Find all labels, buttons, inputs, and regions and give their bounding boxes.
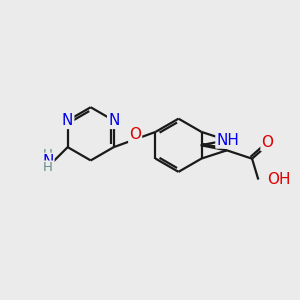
Text: O: O — [129, 128, 141, 142]
Text: NH: NH — [216, 133, 239, 148]
Text: N: N — [108, 113, 119, 128]
Text: N: N — [62, 113, 74, 128]
Text: H: H — [43, 161, 53, 174]
Text: OH: OH — [267, 172, 290, 187]
Text: N: N — [42, 154, 53, 169]
Text: H: H — [43, 148, 53, 161]
Text: O: O — [261, 135, 273, 150]
